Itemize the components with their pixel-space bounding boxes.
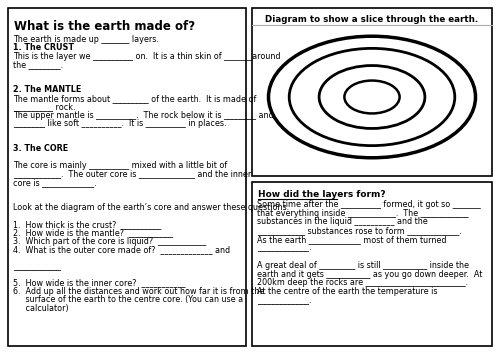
Text: Some time after the __________ formed, it got so _______: Some time after the __________ formed, i… [257, 200, 481, 209]
Text: 3.  Which part of the core is liquid?  ____________: 3. Which part of the core is liquid? ___… [13, 236, 206, 246]
Text: 5.  How wide is the inner core?  ___________: 5. How wide is the inner core? _________… [13, 279, 186, 287]
Text: _____________.: _____________. [257, 244, 312, 252]
Text: __________ rock.: __________ rock. [13, 102, 76, 111]
Text: that everything inside ____________.  The ____________: that everything inside ____________. The… [257, 209, 468, 218]
Ellipse shape [344, 81, 400, 113]
Text: ____________.  The outer core is ______________ and the inner: ____________. The outer core is ________… [13, 170, 252, 178]
Text: 3. The CORE: 3. The CORE [13, 144, 68, 153]
Text: The upper mantle is __________.  The rock below it is ________ and: The upper mantle is __________. The rock… [13, 110, 274, 120]
Text: 1. The CRUST: 1. The CRUST [13, 44, 74, 52]
Text: A great deal of _________ is still ___________ inside the: A great deal of _________ is still _____… [257, 261, 469, 270]
FancyBboxPatch shape [252, 182, 492, 346]
Ellipse shape [289, 48, 455, 145]
Text: the ________.: the ________. [13, 60, 63, 69]
Text: _____________.: _____________. [257, 296, 312, 305]
Text: The earth is made up _______ layers.: The earth is made up _______ layers. [13, 35, 159, 44]
Text: surface of the earth to the centre core. (You can use a: surface of the earth to the centre core.… [13, 295, 243, 304]
Text: The mantle forms about _________ of the earth.  It is made of: The mantle forms about _________ of the … [13, 94, 256, 103]
Text: What is the earth made of?: What is the earth made of? [14, 20, 195, 33]
Text: substances in the liquid __________ and the: substances in the liquid __________ and … [257, 217, 428, 227]
Text: 4.  What is the outer core made of?  _____________ and: 4. What is the outer core made of? _____… [13, 245, 230, 254]
Ellipse shape [268, 36, 476, 158]
FancyBboxPatch shape [8, 8, 246, 346]
Text: 1.  How thick is the crust?  __________: 1. How thick is the crust? __________ [13, 220, 162, 229]
Text: ____________ substances rose to form _____________.: ____________ substances rose to form ___… [257, 226, 462, 235]
Text: earth and it gets ___________ as you go down deeper.  At: earth and it gets ___________ as you go … [257, 270, 482, 279]
Text: 200km deep the rocks are _________________________.: 200km deep the rocks are _______________… [257, 278, 468, 287]
Text: core is _____________.: core is _____________. [13, 178, 96, 187]
Text: 2.  How wide is the mantle?  ___________: 2. How wide is the mantle? ___________ [13, 228, 173, 237]
Text: 2. The MANTLE: 2. The MANTLE [13, 85, 81, 95]
Text: As the earth _____________ most of them turned: As the earth _____________ most of them … [257, 235, 446, 244]
Ellipse shape [319, 65, 425, 129]
Text: ____________: ____________ [13, 262, 61, 271]
Text: Diagram to show a slice through the earth.: Diagram to show a slice through the eart… [266, 15, 478, 24]
Text: At the centre of the earth the temperature is: At the centre of the earth the temperatu… [257, 287, 438, 296]
Text: The core is mainly __________ mixed with a little bit of: The core is mainly __________ mixed with… [13, 161, 227, 170]
Text: How did the layers form?: How did the layers form? [258, 190, 386, 199]
Text: This is the layer we __________ on.  It is a thin skin of _______around: This is the layer we __________ on. It i… [13, 52, 280, 61]
Text: calculator): calculator) [13, 304, 68, 313]
Text: ________ like soft __________.  It is __________ in places.: ________ like soft __________. It is ___… [13, 119, 226, 128]
FancyBboxPatch shape [252, 8, 492, 176]
Text: 6.  Add up all the distances and work out how far it is from the: 6. Add up all the distances and work out… [13, 287, 264, 296]
Text: Look at the diagram of the earth’s core and answer these questions.: Look at the diagram of the earth’s core … [13, 203, 289, 212]
